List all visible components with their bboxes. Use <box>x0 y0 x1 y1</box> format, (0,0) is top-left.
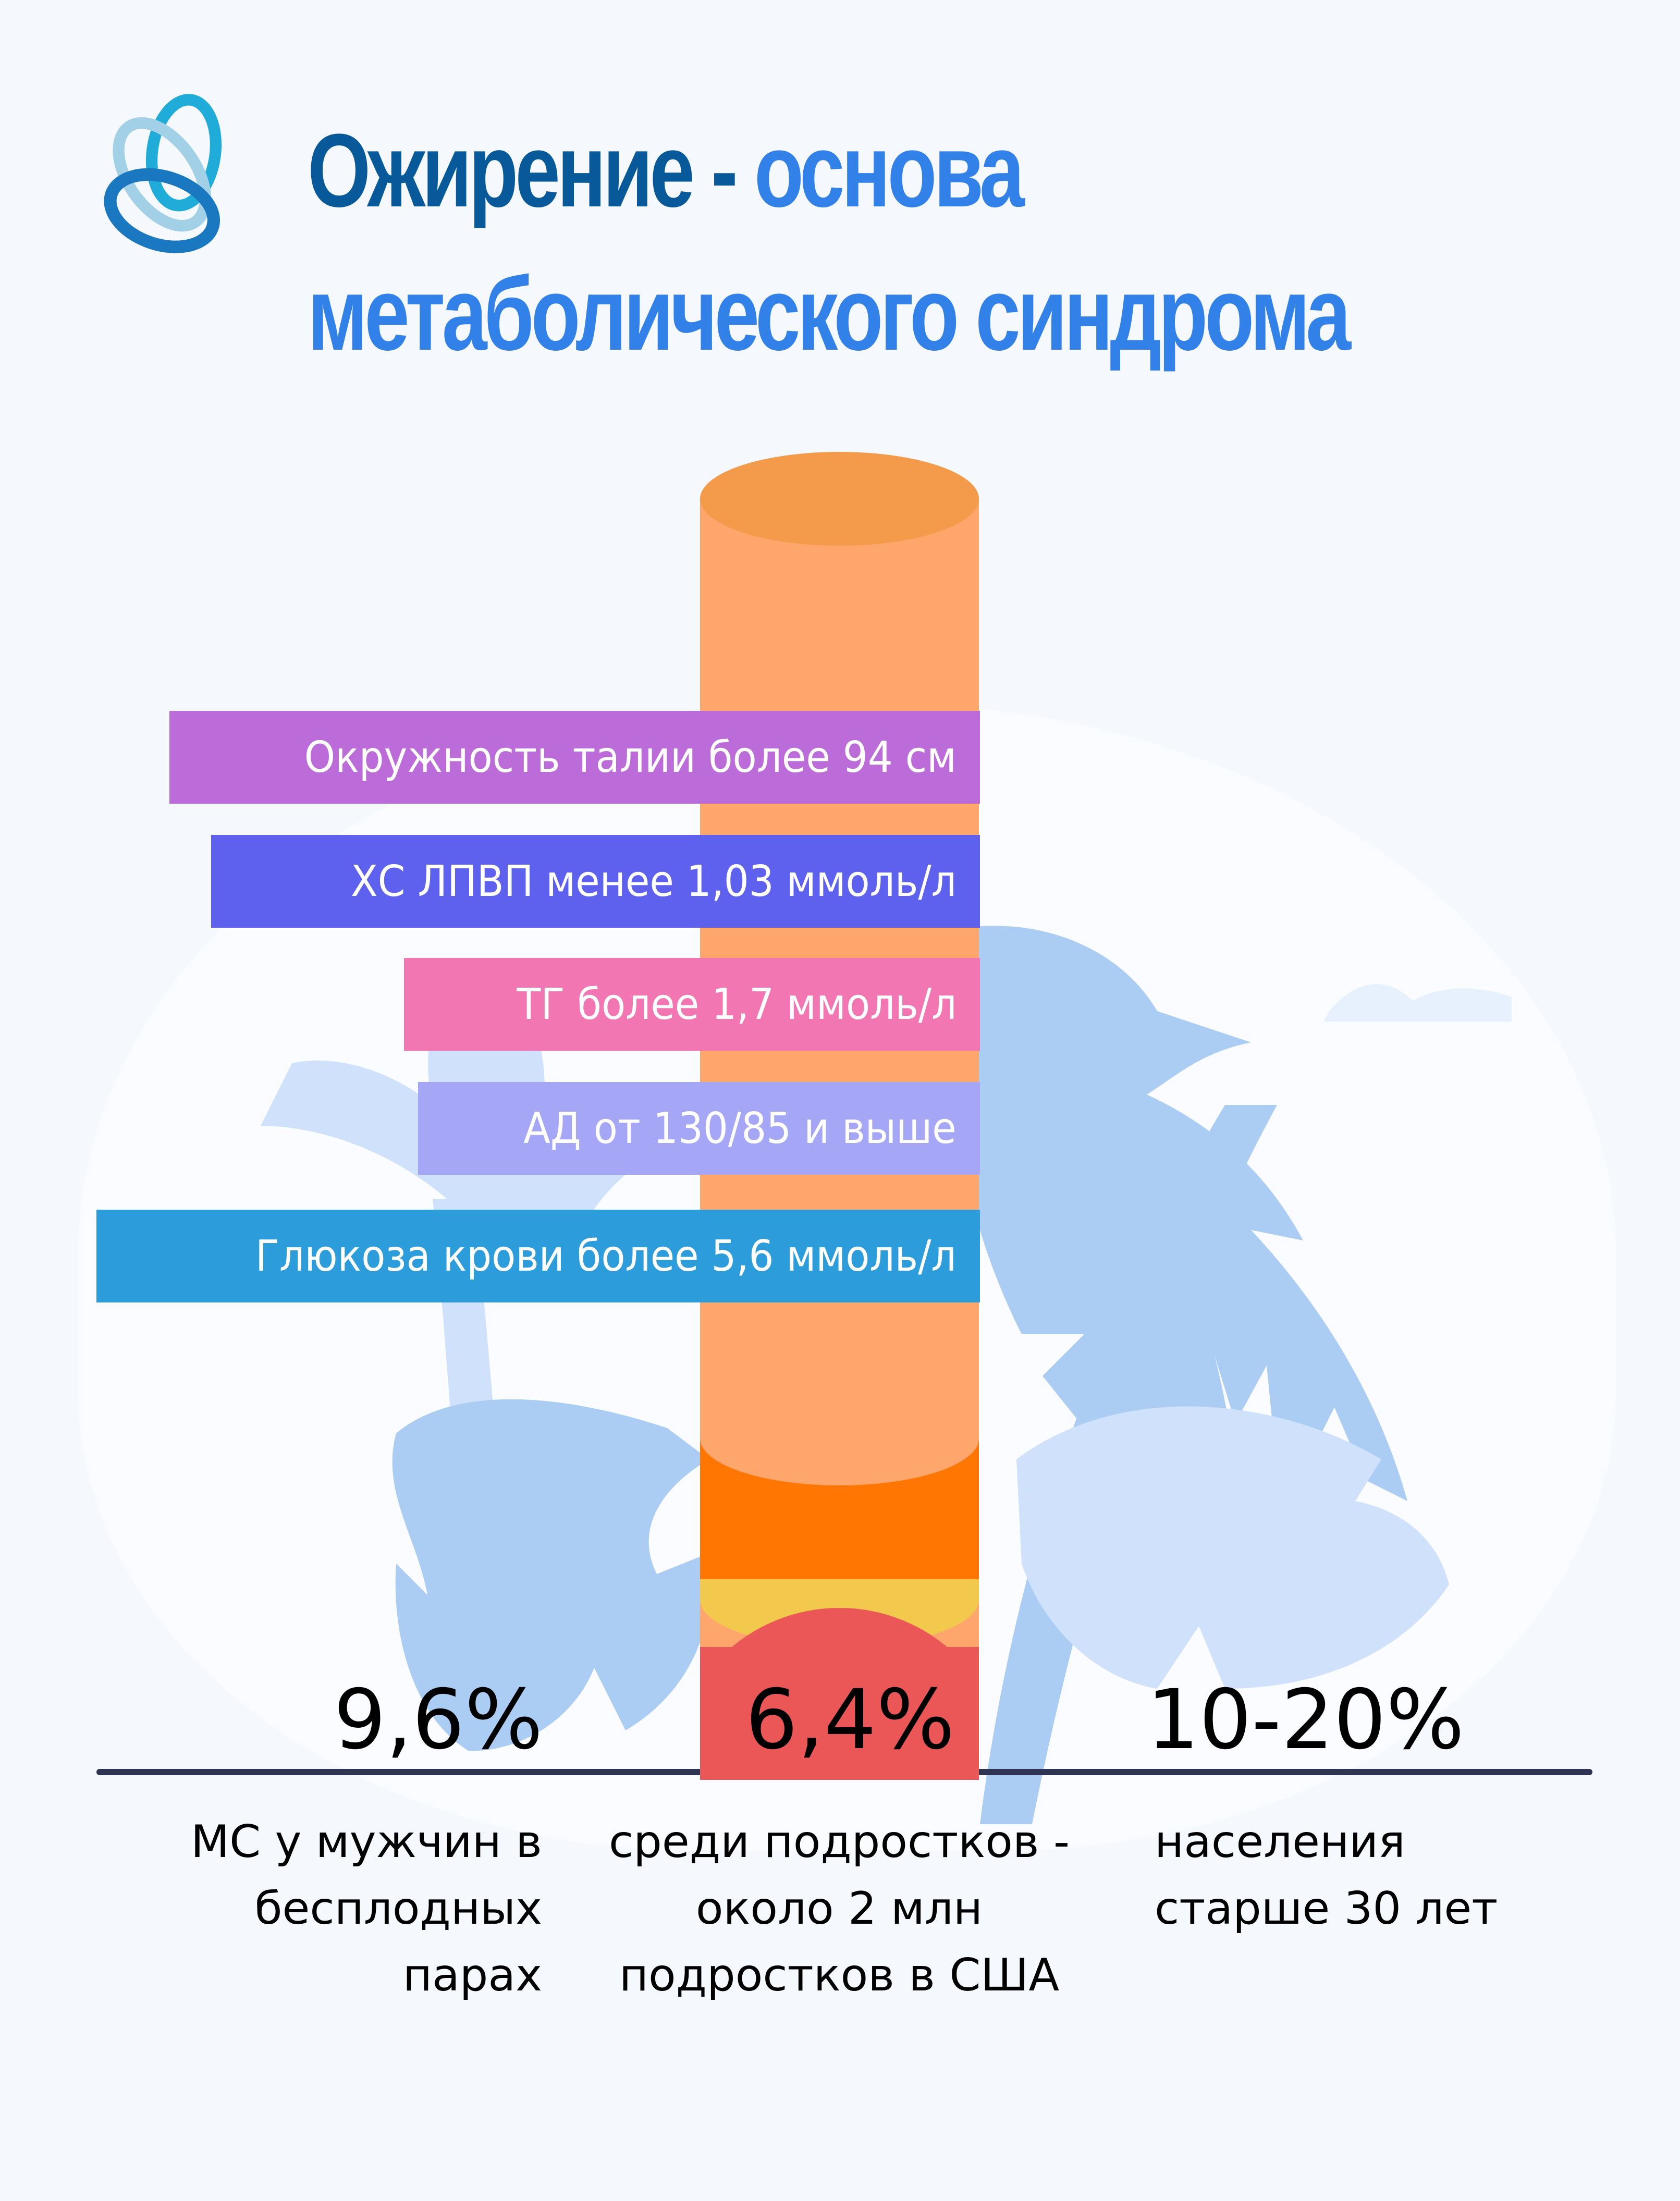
criterion-label: ТГ более 1,7 ммоль/л <box>516 979 957 1029</box>
criterion-glucose: Глюкоза крови более 5,6 ммоль/л <box>96 1210 980 1302</box>
title-light-part: основа <box>754 113 1025 229</box>
criterion-tg: ТГ более 1,7 ммоль/л <box>404 958 980 1051</box>
caption-line: подростков в США <box>619 1949 1060 2001</box>
criterion-label: АД от 130/85 и выше <box>523 1103 957 1153</box>
stat-caption-teens: среди подростков - около 2 млн подростко… <box>599 1809 1079 2009</box>
stat-value-population: 10-20% <box>1147 1672 1465 1768</box>
cylinder-top <box>700 452 979 546</box>
criterion-label: ХС ЛПВП менее 1,03 ммоль/л <box>351 856 957 906</box>
caption-line: старше 30 лет <box>1155 1883 1498 1935</box>
caption-line: среди подростков - <box>609 1816 1070 1868</box>
title-dark-part: Ожирение - <box>308 113 754 229</box>
cloud-icon <box>1324 984 1512 1022</box>
caption-line: МС у мужчин в <box>190 1816 542 1868</box>
stat-value-teens: 6,4% <box>745 1672 955 1768</box>
stat-caption-men: МС у мужчин в бесплодных парах <box>156 1809 542 2009</box>
monstera-leaf-icon <box>1016 1406 1449 1689</box>
rings-logo-icon <box>104 94 222 253</box>
stat-value-men: 9,6% <box>334 1672 543 1768</box>
caption-line: парах <box>402 1949 542 2001</box>
caption-line: около 2 млн <box>695 1883 983 1935</box>
criterion-label: Окружность талии более 94 см <box>304 732 957 782</box>
criterion-bp: АД от 130/85 и выше <box>418 1082 980 1175</box>
stat-caption-population: населения старше 30 лет <box>1155 1809 1572 1942</box>
criterion-hdl: ХС ЛПВП менее 1,03 ммоль/л <box>211 835 980 928</box>
criterion-label: Глюкоза крови более 5,6 ммоль/л <box>255 1231 957 1281</box>
cylinder-segment-red-overlay <box>700 1647 979 1780</box>
title-line-2: метаболического синдрома <box>308 256 1351 372</box>
criterion-waist: Окружность талии более 94 см <box>169 711 980 804</box>
caption-line: населения <box>1155 1816 1405 1868</box>
page-title: Ожирение - основа метаболического синдро… <box>308 99 1351 386</box>
monstera-leaf-icon <box>392 1399 711 1751</box>
caption-line: бесплодных <box>254 1883 542 1935</box>
